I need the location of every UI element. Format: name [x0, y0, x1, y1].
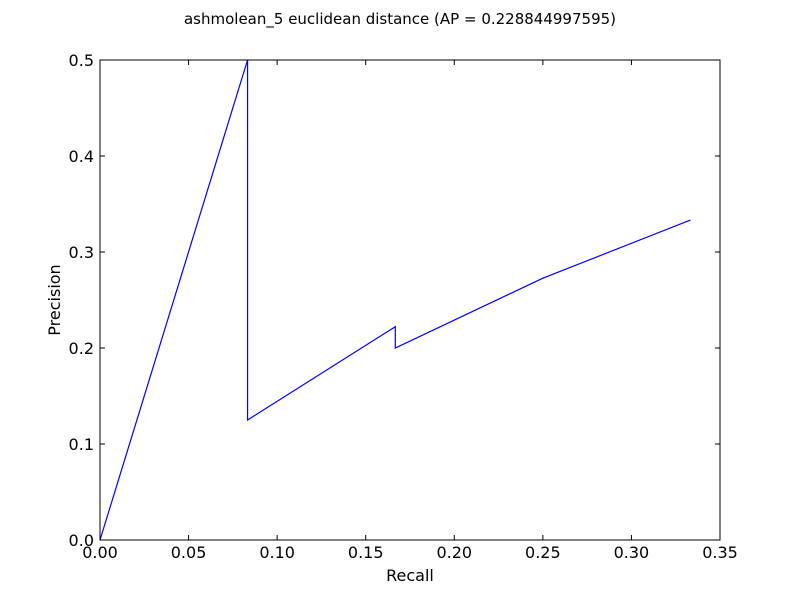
x-tick-label: 0.25 — [525, 543, 561, 562]
x-tick-label: 0.20 — [436, 543, 472, 562]
x-tick-label: 0.05 — [171, 543, 207, 562]
y-tick-label: 0.0 — [69, 531, 94, 550]
y-axis: 0.0 0.1 0.2 0.3 0.4 0.5 — [69, 51, 720, 550]
x-tick-label: 0.35 — [702, 543, 738, 562]
chart-title: ashmolean_5 euclidean distance (AP = 0.2… — [184, 10, 616, 29]
x-axis-label: Recall — [386, 566, 434, 585]
y-tick-label: 0.3 — [69, 243, 94, 262]
y-tick-label: 0.4 — [69, 147, 94, 166]
x-tick-label: 0.10 — [259, 543, 295, 562]
y-tick-label: 0.1 — [69, 435, 94, 454]
x-tick-label: 0.00 — [82, 543, 118, 562]
y-tick-label: 0.5 — [69, 51, 94, 70]
x-axis: 0.00 0.05 0.10 0.15 0.20 0.25 0.30 0.35 — [82, 60, 738, 562]
x-tick-label: 0.15 — [348, 543, 384, 562]
x-tick-label: 0.30 — [614, 543, 650, 562]
plot-frame — [99, 59, 721, 541]
y-tick-label: 0.2 — [69, 339, 94, 358]
y-axis-label: Precision — [45, 264, 64, 335]
